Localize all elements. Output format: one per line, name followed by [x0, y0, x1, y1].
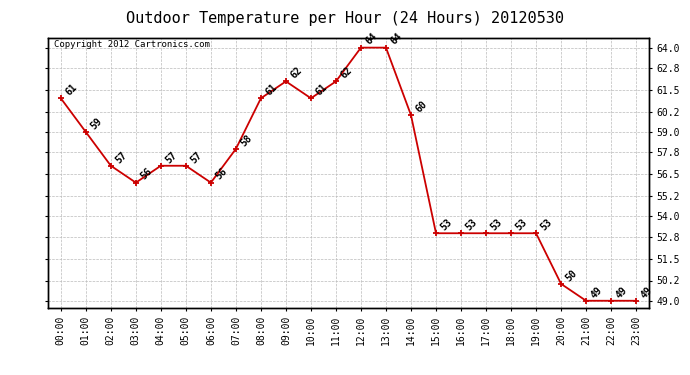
- Text: 50: 50: [564, 268, 579, 283]
- Text: 64: 64: [364, 32, 379, 47]
- Text: 60: 60: [414, 99, 429, 114]
- Text: 62: 62: [288, 65, 304, 81]
- Text: 57: 57: [164, 150, 179, 165]
- Text: Copyright 2012 Cartronics.com: Copyright 2012 Cartronics.com: [55, 40, 210, 49]
- Text: 49: 49: [639, 285, 654, 300]
- Text: 61: 61: [264, 82, 279, 98]
- Text: 49: 49: [589, 285, 604, 300]
- Text: 61: 61: [63, 82, 79, 98]
- Text: 56: 56: [139, 166, 154, 182]
- Text: 49: 49: [614, 285, 629, 300]
- Text: 61: 61: [314, 82, 329, 98]
- Text: 53: 53: [539, 217, 554, 232]
- Text: 53: 53: [439, 217, 454, 232]
- Text: 53: 53: [514, 217, 529, 232]
- Text: 57: 57: [114, 150, 129, 165]
- Text: 64: 64: [388, 32, 404, 47]
- Text: 58: 58: [239, 133, 254, 148]
- Text: 53: 53: [464, 217, 479, 232]
- Text: Outdoor Temperature per Hour (24 Hours) 20120530: Outdoor Temperature per Hour (24 Hours) …: [126, 11, 564, 26]
- Text: 56: 56: [214, 166, 229, 182]
- Text: 59: 59: [88, 116, 104, 131]
- Text: 57: 57: [188, 150, 204, 165]
- Text: 62: 62: [339, 65, 354, 81]
- Text: 53: 53: [489, 217, 504, 232]
